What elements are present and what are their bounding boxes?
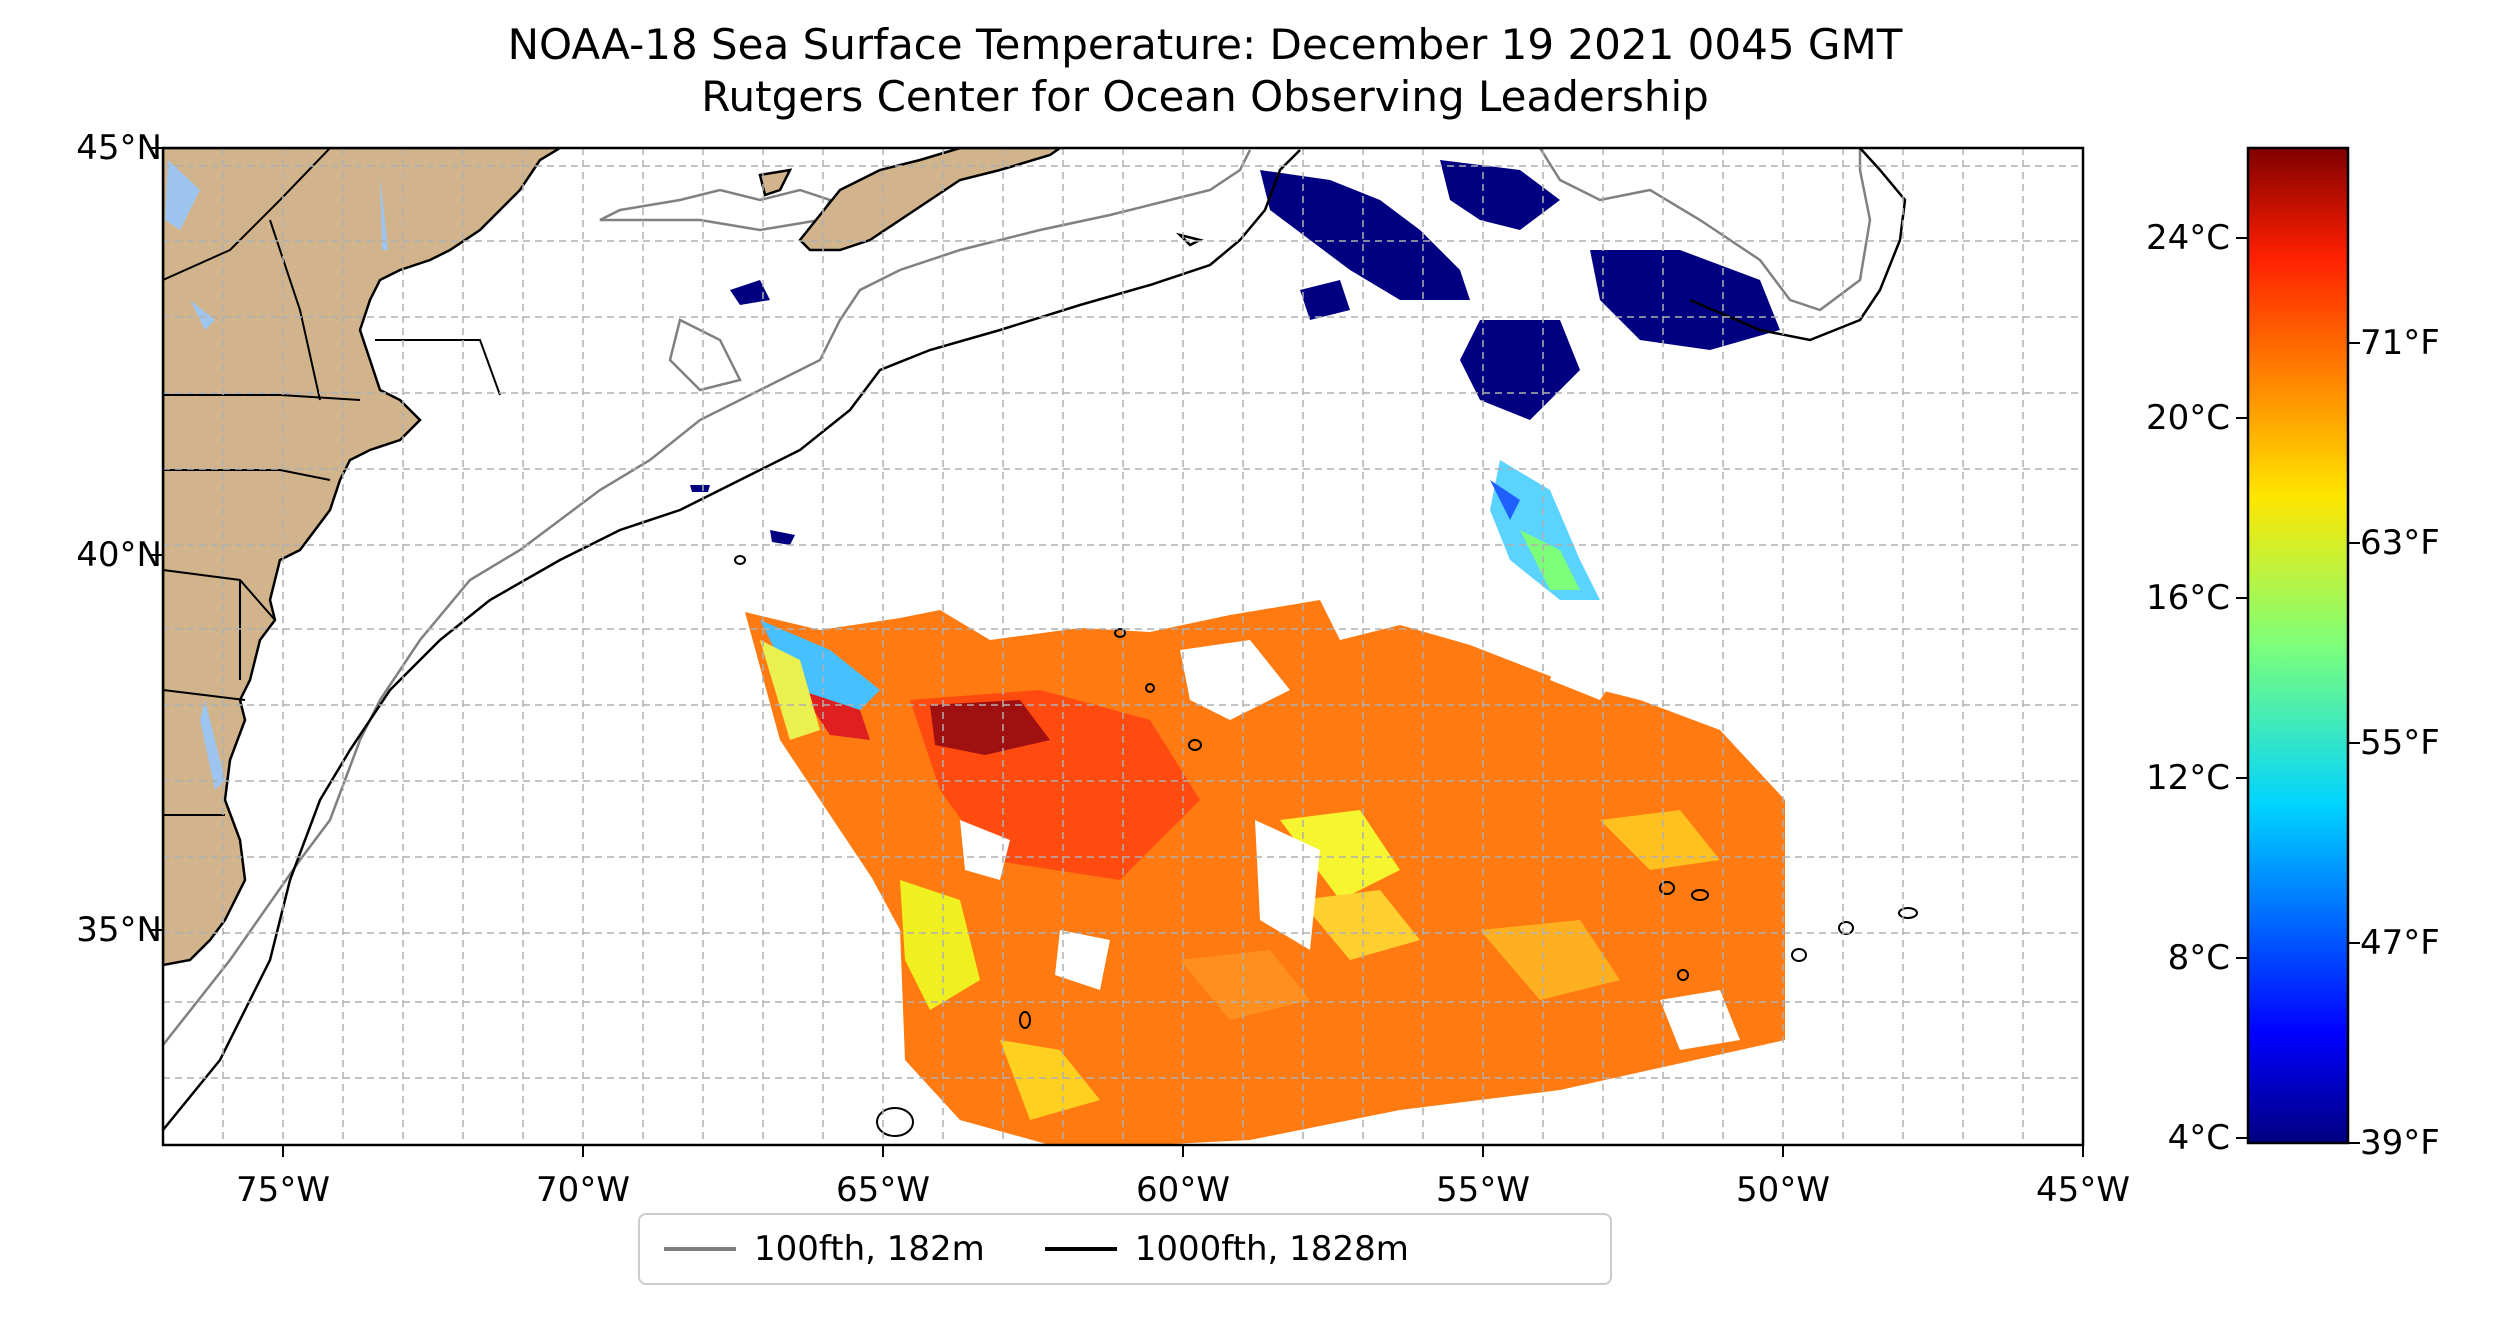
lon-label: 65°W <box>836 1170 930 1210</box>
colorbar-ticks <box>2236 237 2360 1144</box>
colorbar-celsius-label: 16°C <box>2145 578 2230 618</box>
colorbar-celsius-label: 8°C <box>2167 938 2230 978</box>
lat-label: 40°N <box>76 535 162 575</box>
map-subtitle: Rutgers Center for Ocean Observing Leade… <box>701 72 1709 121</box>
legend-swatch-100fth <box>664 1247 736 1251</box>
land-mass <box>163 148 1063 967</box>
isobath-legend: 100fth, 182m 1000fth, 1828m <box>638 1213 1612 1285</box>
lon-label: 45°W <box>2036 1170 2130 1210</box>
lon-label: 60°W <box>1136 1170 1230 1210</box>
lat-label: 35°N <box>76 910 162 950</box>
colorbar-celsius-label: 20°C <box>2145 398 2230 438</box>
colorbar-fahrenheit-label: 63°F <box>2360 523 2440 563</box>
colorbar-celsius-label: 24°C <box>2145 218 2230 258</box>
lat-label: 45°N <box>76 128 162 168</box>
colorbar-celsius-label: 12°C <box>2145 758 2230 798</box>
colorbar-fahrenheit-label: 55°F <box>2360 723 2440 763</box>
lon-label: 75°W <box>236 1170 330 1210</box>
isobath-1000fth <box>163 148 1907 1131</box>
isobath-100fth <box>163 148 1872 1046</box>
cold-water-patches <box>690 160 1780 600</box>
map-title: NOAA-18 Sea Surface Temperature: Decembe… <box>507 20 1903 69</box>
map-frame <box>161 146 2085 1147</box>
legend-swatch-1000fth <box>1044 1247 1117 1251</box>
seamount-outlines <box>734 555 1918 1137</box>
lon-label: 70°W <box>536 1170 630 1210</box>
colorbar-celsius-label: 4°C <box>2167 1118 2230 1158</box>
colorbar <box>2246 146 2350 1145</box>
legend-label-1000fth: 1000fth, 1828m <box>1134 1229 1409 1269</box>
colorbar-fahrenheit-label: 47°F <box>2360 923 2440 963</box>
axis-ticks <box>151 147 2084 1157</box>
graticule <box>163 148 2083 1145</box>
lon-label: 50°W <box>1736 1170 1830 1210</box>
lon-label: 55°W <box>1436 1170 1530 1210</box>
legend-label-100fth: 100fth, 182m <box>754 1229 985 1269</box>
sst-swath <box>745 600 1785 1145</box>
colorbar-fahrenheit-label: 39°F <box>2360 1123 2440 1163</box>
colorbar-fahrenheit-label: 71°F <box>2360 323 2440 363</box>
